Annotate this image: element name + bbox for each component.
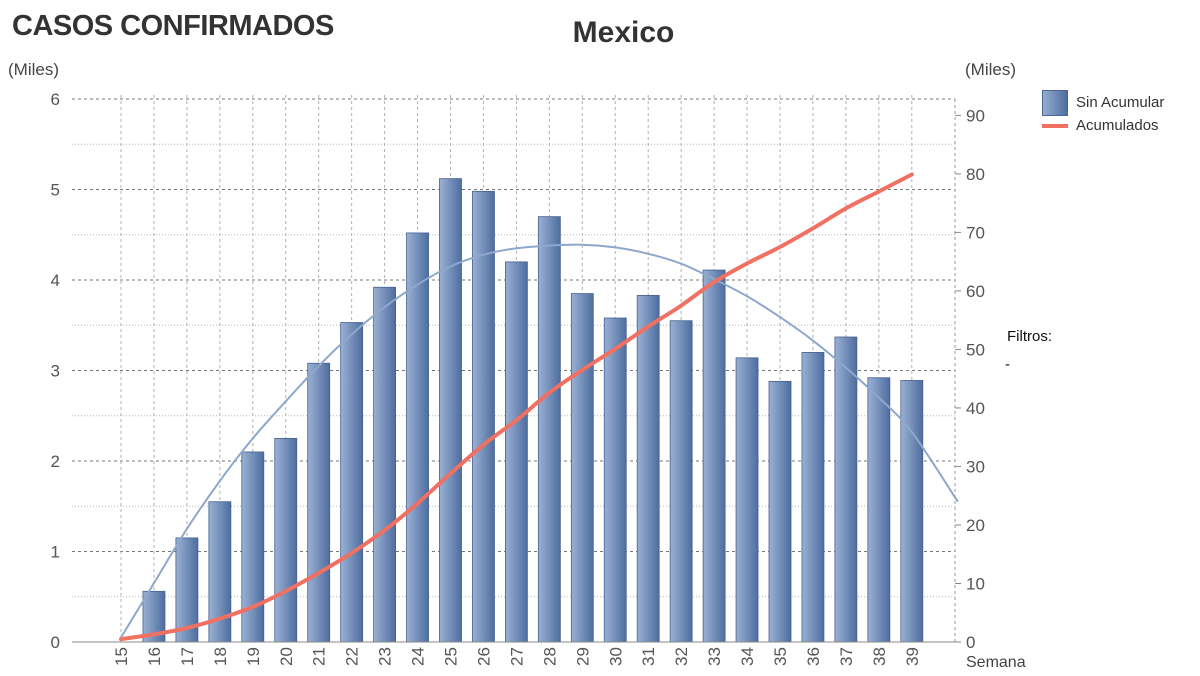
- x-tick-label-33: 33: [705, 647, 724, 666]
- left-tick-label: 1: [51, 543, 60, 562]
- bar-week-31: [636, 294, 660, 643]
- legend-item-line: Acumulados: [1042, 114, 1164, 137]
- right-tick-label: 30: [966, 457, 985, 476]
- bar-week-37: [834, 336, 858, 643]
- x-tick-label-18: 18: [211, 647, 230, 666]
- right-tick-label: 90: [966, 106, 985, 125]
- right-tick-label: 50: [966, 340, 985, 359]
- x-tick-label-23: 23: [376, 647, 395, 666]
- right-tick-label: 70: [966, 223, 985, 242]
- x-tick-label-37: 37: [837, 647, 856, 666]
- right-tick-label: 80: [966, 165, 985, 184]
- trend-line: [120, 243, 959, 639]
- bar-week-39: [900, 380, 924, 643]
- left-tick-label: 5: [51, 181, 60, 200]
- bar-week-38: [867, 377, 891, 643]
- left-tick-label: 0: [51, 633, 60, 652]
- bar-week-26: [472, 190, 495, 643]
- bar-week-30: [603, 317, 627, 643]
- x-tick-label-27: 27: [507, 647, 526, 666]
- x-tick-label-25: 25: [442, 647, 461, 666]
- x-tick-label-32: 32: [672, 647, 691, 666]
- x-tick-label-20: 20: [277, 647, 296, 666]
- bar-week-24: [406, 232, 429, 643]
- x-tick-label-31: 31: [639, 647, 658, 666]
- x-tick-label-16: 16: [145, 647, 164, 666]
- legend-bar-swatch: [1042, 89, 1068, 116]
- x-tick-label-15: 15: [112, 647, 131, 666]
- bar-week-21: [307, 362, 331, 643]
- bar-week-29: [570, 293, 594, 643]
- bars: [142, 178, 924, 643]
- x-tick-label-21: 21: [310, 647, 329, 666]
- x-tick-label-19: 19: [244, 647, 263, 666]
- x-tick-label-34: 34: [738, 647, 757, 666]
- filters-label: Filtros:: [1007, 328, 1052, 345]
- x-tick-label-28: 28: [540, 647, 559, 666]
- right-tick-label: 40: [966, 399, 985, 418]
- filters-value: -: [1005, 356, 1010, 373]
- bar-week-32: [669, 320, 693, 643]
- x-tick-label-35: 35: [771, 647, 790, 666]
- x-tick-label-26: 26: [474, 647, 493, 666]
- bar-week-22: [340, 322, 364, 643]
- x-tick-label-29: 29: [573, 647, 592, 666]
- legend-label-bars: Sin Acumular: [1076, 94, 1165, 111]
- chart-title: Mexico: [572, 16, 675, 49]
- bar-week-33: [702, 269, 726, 643]
- right-tick-label: 60: [966, 282, 985, 301]
- bar-week-35: [768, 380, 792, 643]
- x-tick-label-30: 30: [606, 647, 625, 666]
- legend: Sin Acumular Acumulados: [1042, 89, 1165, 137]
- bar-week-27: [504, 261, 528, 643]
- x-axis-label: Semana: [966, 654, 1026, 671]
- x-tick-label-36: 36: [804, 647, 823, 666]
- bar-week-36: [801, 351, 825, 643]
- bar-week-25: [439, 178, 462, 643]
- right-axis-unit-label: (Miles): [965, 60, 1016, 79]
- bar-week-19: [241, 451, 265, 643]
- left-tick-label: 3: [51, 362, 60, 381]
- x-tick-label-38: 38: [870, 647, 889, 666]
- x-tick-label-39: 39: [903, 647, 922, 666]
- bar-week-34: [735, 357, 759, 643]
- trend-curve: [120, 243, 959, 639]
- left-tick-label: 2: [51, 452, 60, 471]
- left-tick-label: 6: [51, 90, 60, 109]
- x-tick-label-24: 24: [409, 647, 428, 666]
- legend-line-swatch: [1042, 123, 1068, 128]
- left-axis-unit-label: (Miles): [8, 60, 59, 79]
- bar-week-28: [537, 216, 561, 643]
- legend-label-line: Acumulados: [1076, 117, 1159, 134]
- cumulative-curve: [119, 172, 914, 642]
- left-tick-label: 4: [51, 271, 60, 290]
- x-tick-label-22: 22: [343, 647, 362, 666]
- legend-item-bars: Sin Acumular: [1042, 89, 1165, 116]
- bar-week-20: [274, 437, 298, 643]
- bar-week-23: [373, 286, 397, 643]
- right-tick-label: 0: [966, 633, 975, 652]
- right-tick-label: 20: [966, 516, 985, 535]
- x-tick-label-17: 17: [178, 647, 197, 666]
- right-tick-label: 10: [966, 574, 985, 593]
- page-heading: CASOS CONFIRMADOS: [12, 10, 334, 42]
- cumulative-line: [119, 172, 914, 642]
